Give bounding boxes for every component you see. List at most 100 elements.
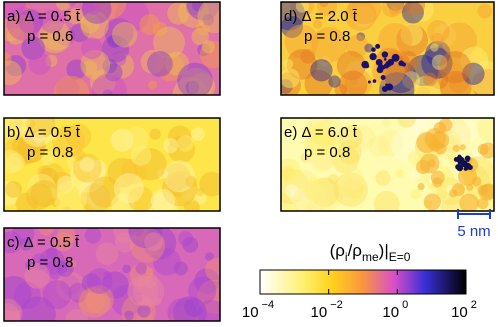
dark-spot: [369, 53, 377, 61]
texture-blob: [4, 2, 28, 30]
texture-blob: [389, 2, 412, 14]
texture-blob: [193, 191, 207, 205]
texture-blob: [290, 2, 315, 17]
texture-blob: [437, 189, 448, 200]
texture-blob: [135, 262, 148, 275]
texture-blob: [184, 297, 204, 318]
texture-blob: [81, 273, 102, 293]
texture-blob: [348, 2, 382, 25]
texture-blob: [202, 13, 215, 26]
texture-blob: [441, 22, 477, 58]
texture-blob: [381, 2, 403, 18]
texture-blob: [113, 173, 144, 204]
texture-blob: [81, 2, 112, 24]
panel-bg: [281, 2, 494, 95]
texture-blob: [352, 5, 375, 28]
texture-blob: [101, 271, 129, 299]
texture-blob: [185, 175, 197, 188]
texture-blob: [39, 162, 65, 189]
texture-blob: [197, 279, 220, 314]
texture-blob: [70, 157, 106, 193]
texture-blob: [427, 19, 450, 43]
texture-blob: [7, 14, 34, 41]
texture-blob: [168, 135, 196, 163]
texture-blob: [345, 34, 369, 58]
texture-blob: [281, 72, 301, 95]
texture-blob: [471, 68, 494, 95]
texture-blob: [313, 132, 326, 145]
texture-blob: [281, 79, 293, 94]
texture-blob: [300, 48, 316, 64]
panel-frame: [280, 1, 495, 96]
dark-spot: [383, 63, 390, 69]
texture-blob: [281, 168, 310, 205]
orange-spot: [433, 121, 447, 135]
texture-blob: [396, 50, 419, 73]
texture-blob: [157, 168, 168, 179]
panel: c) Δ = 0.5 t̄ p = 0.8: [3, 227, 221, 322]
texture-blob: [193, 268, 220, 294]
texture-blob: [66, 59, 87, 80]
texture-blob: [147, 50, 173, 77]
tick-label: 10 −2: [311, 299, 343, 321]
tick-exponent: −2: [330, 299, 343, 311]
texture-blob: [80, 14, 100, 34]
texture-blob: [129, 228, 166, 263]
dark-spot: [456, 164, 464, 172]
texture-blob: [104, 63, 123, 82]
texture-blob: [339, 166, 364, 191]
texture-blob: [6, 153, 25, 172]
texture-blob: [205, 252, 214, 261]
texture-blob: [439, 70, 472, 95]
texture-blob: [148, 191, 179, 211]
texture-blob: [84, 285, 114, 315]
texture-blob: [164, 51, 190, 76]
texture-blob: [102, 58, 118, 74]
tick-label: 10 0: [382, 299, 408, 321]
texture-blob: [114, 232, 135, 253]
texture-blob: [82, 60, 98, 76]
texture-blob: [150, 188, 176, 211]
texture-blob: [196, 187, 205, 197]
colorbar-title-part: me: [362, 250, 379, 264]
texture-blob: [113, 228, 137, 243]
orange-spot: [451, 183, 465, 197]
texture-blob: [52, 125, 85, 158]
texture-blob: [379, 50, 411, 82]
panel-frame: [3, 117, 221, 212]
texture-blob: [384, 61, 417, 94]
tick-label: 10 2: [451, 299, 477, 321]
texture-blob: [128, 228, 163, 249]
dark-spot: [386, 87, 389, 91]
texture-blob: [111, 193, 136, 211]
texture-blob: [139, 14, 161, 36]
texture-blob: [20, 118, 55, 147]
texture-blob: [120, 158, 147, 185]
texture-blob: [60, 275, 81, 296]
texture-blob: [309, 128, 325, 145]
texture-blob: [38, 248, 66, 275]
texture-blob: [67, 2, 77, 7]
texture-blob: [195, 21, 210, 36]
texture-blob: [337, 140, 362, 165]
texture-blob: [283, 58, 294, 69]
texture-blob: [72, 153, 102, 183]
texture-blob: [143, 232, 163, 252]
texture-blob: [12, 228, 35, 245]
texture-blob: [197, 299, 220, 321]
orange-spot: [459, 144, 466, 151]
texture-blob: [42, 22, 71, 51]
texture-blob: [448, 72, 470, 94]
texture-blob: [163, 138, 179, 154]
texture-blob: [4, 118, 31, 134]
texture-blob: [124, 126, 149, 152]
panel-label: a) Δ = 0.5 t̄: [7, 8, 81, 25]
texture-blob: [134, 148, 167, 181]
texture-blob: [304, 69, 333, 95]
texture-blob: [31, 253, 49, 271]
texture-blob: [407, 151, 422, 165]
orange-spot: [452, 144, 460, 152]
texture-blob: [342, 177, 365, 199]
texture-blob: [39, 228, 54, 236]
colorbar-title-part: i: [345, 250, 348, 264]
